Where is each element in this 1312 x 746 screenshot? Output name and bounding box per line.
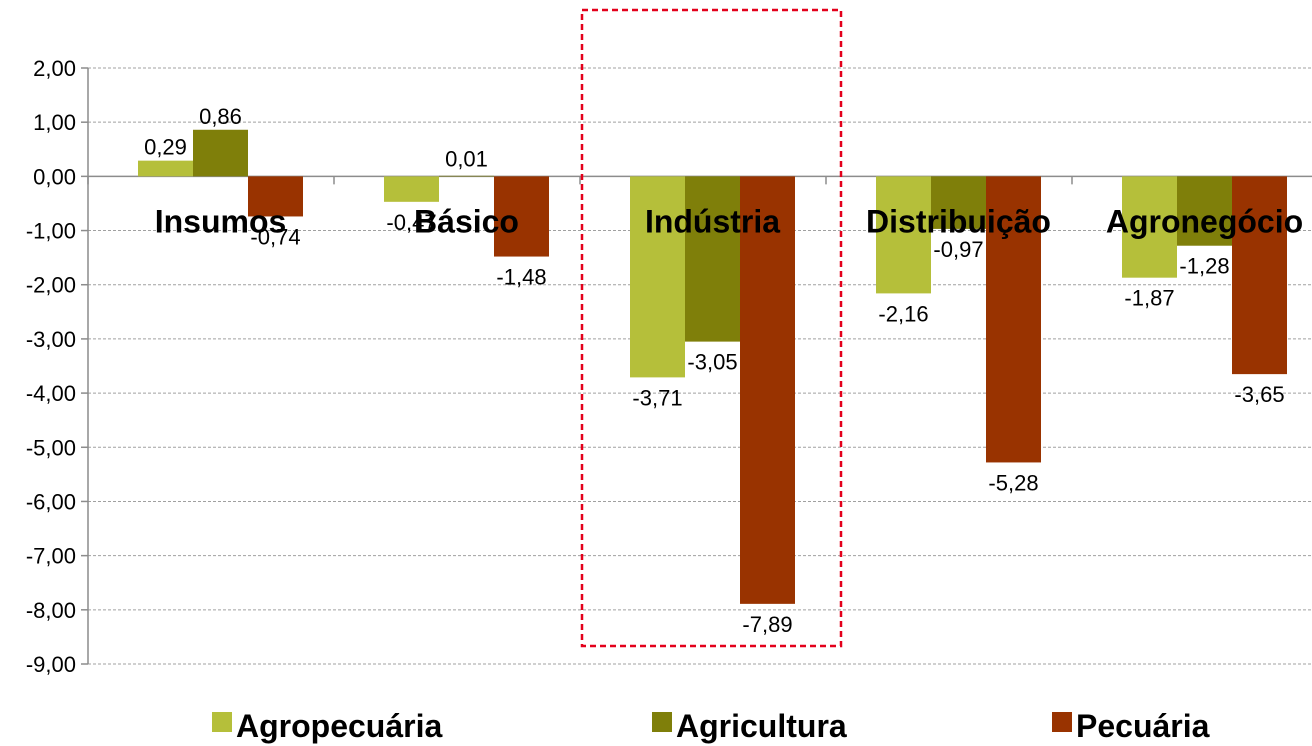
legend-label: Agricultura	[676, 708, 847, 744]
bar	[439, 175, 494, 177]
data-label: -0,97	[933, 237, 983, 262]
y-tick-label: 0,00	[33, 164, 76, 189]
highlight-box-rect	[580, 8, 843, 648]
y-tick-label: -7,00	[26, 544, 76, 569]
y-tick-label: 2,00	[33, 56, 76, 81]
data-label: -3,65	[1234, 382, 1284, 407]
bar	[494, 176, 549, 257]
y-tick-label: -2,00	[26, 273, 76, 298]
legend: Agropecuária Agricultura Pecuária	[212, 708, 1210, 744]
data-labels: 0,29 -0,47 -3,71 -2,16 -1,87 0,86 0,01 -3,05 -0,…	[144, 104, 1284, 637]
data-label: -1,48	[496, 265, 546, 290]
y-tick-label: -3,00	[26, 327, 76, 352]
bar	[1232, 176, 1287, 375]
data-label: 0,86	[199, 104, 242, 129]
bar	[193, 129, 248, 177]
y-tick-label: -8,00	[26, 598, 76, 623]
bar	[685, 176, 740, 342]
data-label: -0,47	[386, 210, 436, 235]
category-label: Agronegócio	[1106, 204, 1303, 240]
y-tick-label: -9,00	[26, 652, 76, 677]
legend-swatch	[652, 712, 672, 732]
legend-label: Agropecuária	[236, 708, 442, 744]
legend-swatch	[1052, 712, 1072, 732]
bar	[248, 176, 303, 217]
bar	[384, 176, 439, 202]
bar	[138, 160, 193, 177]
highlight-box	[580, 8, 843, 648]
category-label: Básico	[414, 204, 519, 240]
data-label: 0,29	[144, 135, 187, 160]
y-tick-label: 1,00	[33, 110, 76, 135]
data-label: -2,16	[878, 301, 928, 326]
data-label: -7,89	[742, 612, 792, 637]
legend-label: Pecuária	[1076, 708, 1210, 744]
bar	[876, 176, 931, 294]
y-tick-label: -1,00	[26, 219, 76, 244]
y-tick-label: -4,00	[26, 381, 76, 406]
category-label: Distribuição	[866, 204, 1051, 240]
category-label: Insumos	[155, 204, 287, 240]
bars	[138, 129, 1287, 604]
data-label: -1,28	[1179, 254, 1229, 279]
y-tick-label: -6,00	[26, 489, 76, 514]
data-label: 0,01	[445, 146, 488, 171]
y-axis: 2,00 1,00 0,00 -1,00 -2,00 -3,00 -4,00 -5,00 -6,…	[26, 56, 89, 677]
bar	[630, 176, 685, 378]
data-label: -0,74	[250, 224, 300, 249]
bar	[1122, 176, 1177, 278]
legend-swatch	[212, 712, 232, 732]
category-labels: Insumos Básico Indústria Distribuição Agrone…	[155, 204, 1303, 240]
data-label: -5,28	[988, 470, 1038, 495]
data-label: -3,71	[632, 385, 682, 410]
bar	[986, 176, 1041, 463]
y-tick-label: -5,00	[26, 435, 76, 460]
category-label: Indústria	[645, 204, 780, 240]
data-label: -1,87	[1124, 286, 1174, 311]
bar	[931, 176, 986, 229]
bar	[740, 176, 795, 604]
bar	[1177, 176, 1232, 246]
data-label: -3,05	[687, 350, 737, 375]
